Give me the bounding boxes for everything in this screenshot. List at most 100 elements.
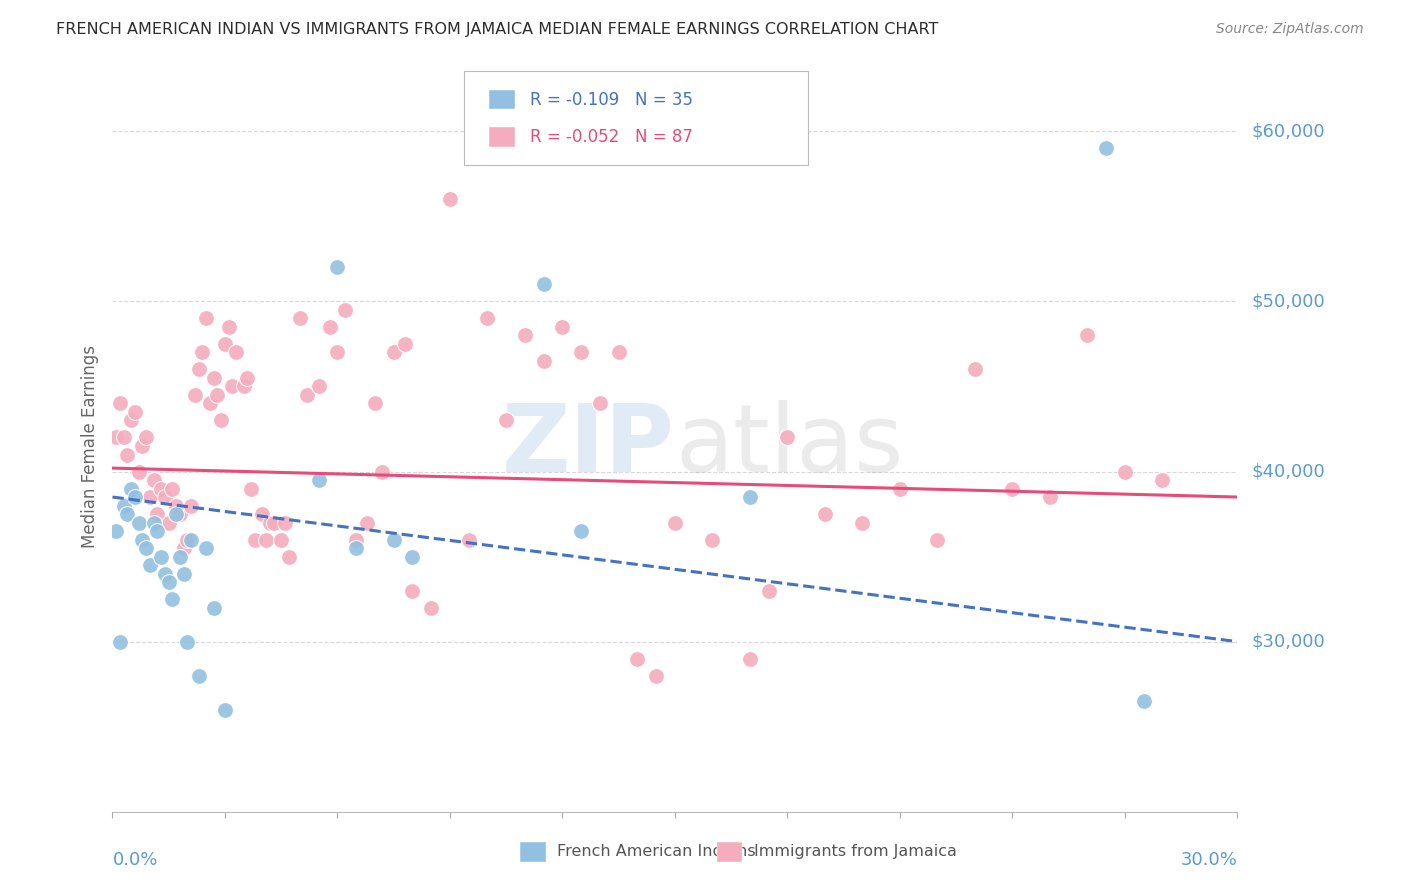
Point (232, 379, 254, 393)
Point (214, 703, 236, 717)
Point (1001, 482, 1024, 496)
Text: R = -0.052   N = 87: R = -0.052 N = 87 (530, 128, 693, 145)
Point (157, 575, 180, 590)
Point (221, 379, 243, 393)
Point (814, 507, 837, 521)
Point (165, 507, 187, 521)
Point (477, 311, 499, 326)
Point (308, 379, 330, 393)
Point (394, 337, 416, 351)
Point (963, 362, 986, 376)
Point (263, 516, 285, 530)
Text: FRENCH AMERICAN INDIAN VS IMMIGRANTS FROM JAMAICA MEDIAN FEMALE EARNINGS CORRELA: FRENCH AMERICAN INDIAN VS IMMIGRANTS FRO… (56, 22, 939, 37)
Point (124, 490, 146, 504)
Point (162, 482, 184, 496)
Point (1076, 328, 1098, 343)
Text: Source: ZipAtlas.com: Source: ZipAtlas.com (1216, 22, 1364, 37)
Point (117, 448, 139, 462)
Point (195, 541, 218, 555)
Point (105, 524, 128, 538)
Point (738, 490, 761, 504)
Point (702, 533, 724, 547)
Point (117, 507, 139, 521)
Point (274, 516, 297, 530)
Point (142, 516, 165, 530)
Point (120, 482, 142, 496)
Text: $60,000: $60,000 (1251, 122, 1324, 140)
Point (738, 651, 761, 665)
Point (180, 533, 202, 547)
Point (259, 516, 281, 530)
Point (131, 533, 153, 547)
Point (607, 345, 630, 359)
Point (202, 600, 225, 615)
Text: $30,000: $30,000 (1251, 632, 1324, 650)
Point (218, 320, 240, 334)
Point (173, 566, 195, 581)
Y-axis label: Median Female Earnings: Median Female Earnings (80, 344, 98, 548)
Text: French American Indians: French American Indians (557, 845, 755, 859)
Point (776, 430, 799, 444)
Text: R = -0.109   N = 35: R = -0.109 N = 35 (530, 91, 693, 109)
Point (382, 345, 405, 359)
Point (243, 533, 266, 547)
Point (131, 439, 153, 453)
Point (252, 507, 274, 521)
Point (457, 533, 479, 547)
Point (142, 473, 165, 487)
Point (308, 473, 330, 487)
Point (198, 396, 221, 410)
Point (191, 345, 214, 359)
Point (139, 490, 162, 504)
Point (1039, 490, 1062, 504)
Point (326, 345, 349, 359)
Point (569, 345, 592, 359)
Point (533, 354, 555, 368)
Point (169, 507, 191, 521)
Point (626, 651, 648, 665)
Point (176, 533, 198, 547)
Text: $40,000: $40,000 (1251, 463, 1324, 481)
Point (165, 499, 187, 513)
Point (1152, 473, 1174, 487)
Point (202, 371, 225, 385)
Point (254, 533, 277, 547)
Point (495, 413, 517, 427)
Point (664, 516, 686, 530)
Point (153, 490, 176, 504)
Point (344, 533, 367, 547)
Point (139, 558, 162, 572)
Point (112, 430, 135, 444)
Point (645, 668, 668, 682)
Text: Immigrants from Jamaica: Immigrants from Jamaica (754, 845, 956, 859)
Point (153, 566, 176, 581)
Point (420, 600, 443, 615)
Point (240, 482, 263, 496)
Point (150, 549, 173, 564)
Point (173, 541, 195, 555)
Point (207, 388, 229, 402)
Point (162, 592, 184, 607)
Point (277, 549, 299, 564)
Point (180, 499, 202, 513)
Point (513, 328, 536, 343)
Point (1132, 694, 1154, 708)
Point (889, 482, 911, 496)
Point (169, 549, 191, 564)
Point (401, 549, 423, 564)
Point (288, 311, 311, 326)
Point (364, 396, 387, 410)
Point (344, 541, 367, 555)
Text: atlas: atlas (675, 400, 903, 492)
Point (146, 524, 169, 538)
Point (851, 516, 873, 530)
Point (333, 302, 356, 317)
Point (371, 465, 394, 479)
Point (569, 524, 592, 538)
Point (225, 345, 247, 359)
Point (1095, 141, 1118, 155)
Point (135, 430, 157, 444)
Point (319, 320, 342, 334)
Point (589, 396, 612, 410)
Point (128, 516, 150, 530)
